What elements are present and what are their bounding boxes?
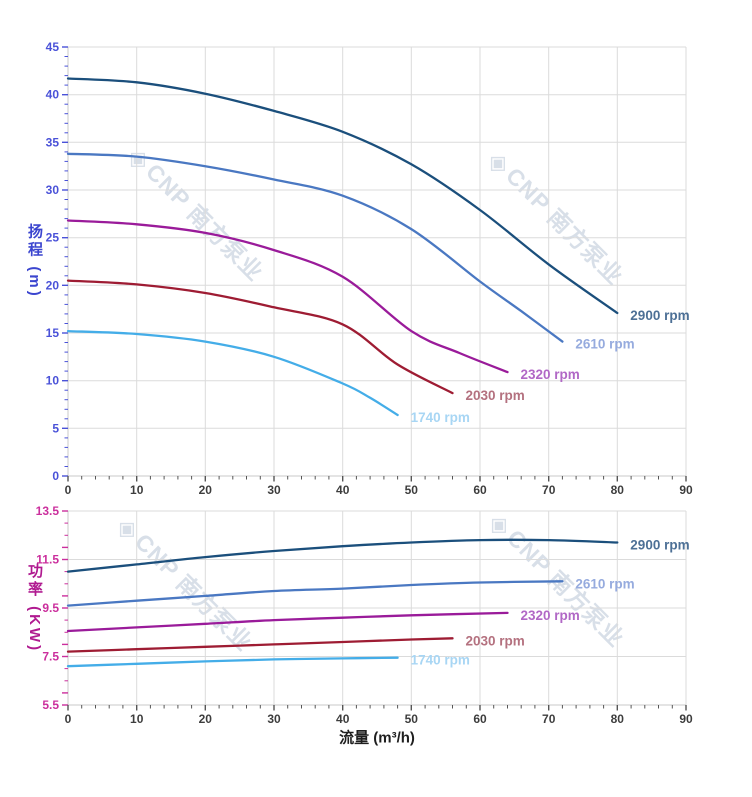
y-tick-label: 15 [46,326,60,340]
y-tick-label: 35 [46,135,60,149]
y-tick-label: 13.5 [36,504,60,518]
curve-2320-rpm [66,219,509,374]
head-axis-title: 扬程 (m) [26,223,43,299]
x-tick-label: 50 [405,712,419,726]
x-tick-label: 30 [267,483,281,497]
y-tick-label: 40 [46,88,60,102]
y-tick-label: 11.5 [36,553,59,567]
x-tick-label: 10 [130,483,144,497]
curve-label-2900-rpm: 2900 rpm [630,538,689,553]
x-tick-label: 80 [611,483,625,497]
curve-label-2610-rpm: 2610 rpm [575,337,634,352]
curve-2320-rpm [66,611,509,633]
x-tick-label: 70 [542,712,556,726]
y-tick-label: 20 [46,278,60,292]
flow-axis-title: 流量 (m³/h) [339,729,415,747]
y-tick-label: 25 [46,231,60,245]
x-tick-label: 0 [65,712,72,726]
x-tick-label: 20 [199,712,213,726]
curve-1740-rpm [66,656,399,668]
y-tick-label: 7.5 [42,650,59,664]
x-tick-label: 20 [199,483,213,497]
power-axis-title: 功率 (KW) [26,562,43,654]
y-tick-label: 5.5 [42,698,59,712]
curve-2900-rpm [66,538,619,573]
curve-label-1740-rpm: 1740 rpm [411,410,470,425]
curve-label-1740-rpm: 1740 rpm [411,653,470,668]
y-tick-label: 0 [52,469,59,483]
curve-label-2030-rpm: 2030 rpm [466,633,525,648]
x-tick-label: 90 [679,483,693,497]
curve-label-2030-rpm: 2030 rpm [466,388,525,403]
curve-1740-rpm [66,329,399,417]
curve-2610-rpm [66,580,564,607]
curve-2030-rpm [66,279,454,395]
curve-2900-rpm [66,77,619,315]
x-tick-label: 40 [336,712,350,726]
curve-2610-rpm [66,152,564,343]
x-tick-label: 30 [267,712,281,726]
y-tick-label: 30 [46,183,60,197]
x-tick-label: 0 [65,483,72,497]
curve-label-2900-rpm: 2900 rpm [630,308,689,323]
y-tick-label: 10 [46,374,60,388]
y-tick-label: 45 [46,40,60,54]
y-tick-label: 9.5 [42,601,59,615]
x-tick-label: 70 [542,483,556,497]
x-tick-label: 50 [405,483,419,497]
x-tick-label: 60 [473,483,487,497]
curve-label-2320-rpm: 2320 rpm [521,608,580,623]
y-tick-label: 5 [52,421,59,435]
x-tick-label: 10 [130,712,144,726]
x-tick-label: 90 [679,712,693,726]
x-tick-label: 60 [473,712,487,726]
x-tick-label: 80 [611,712,625,726]
x-tick-label: 40 [336,483,350,497]
curve-2030-rpm [66,637,454,653]
curve-label-2610-rpm: 2610 rpm [575,576,634,591]
curve-label-2320-rpm: 2320 rpm [521,367,580,382]
